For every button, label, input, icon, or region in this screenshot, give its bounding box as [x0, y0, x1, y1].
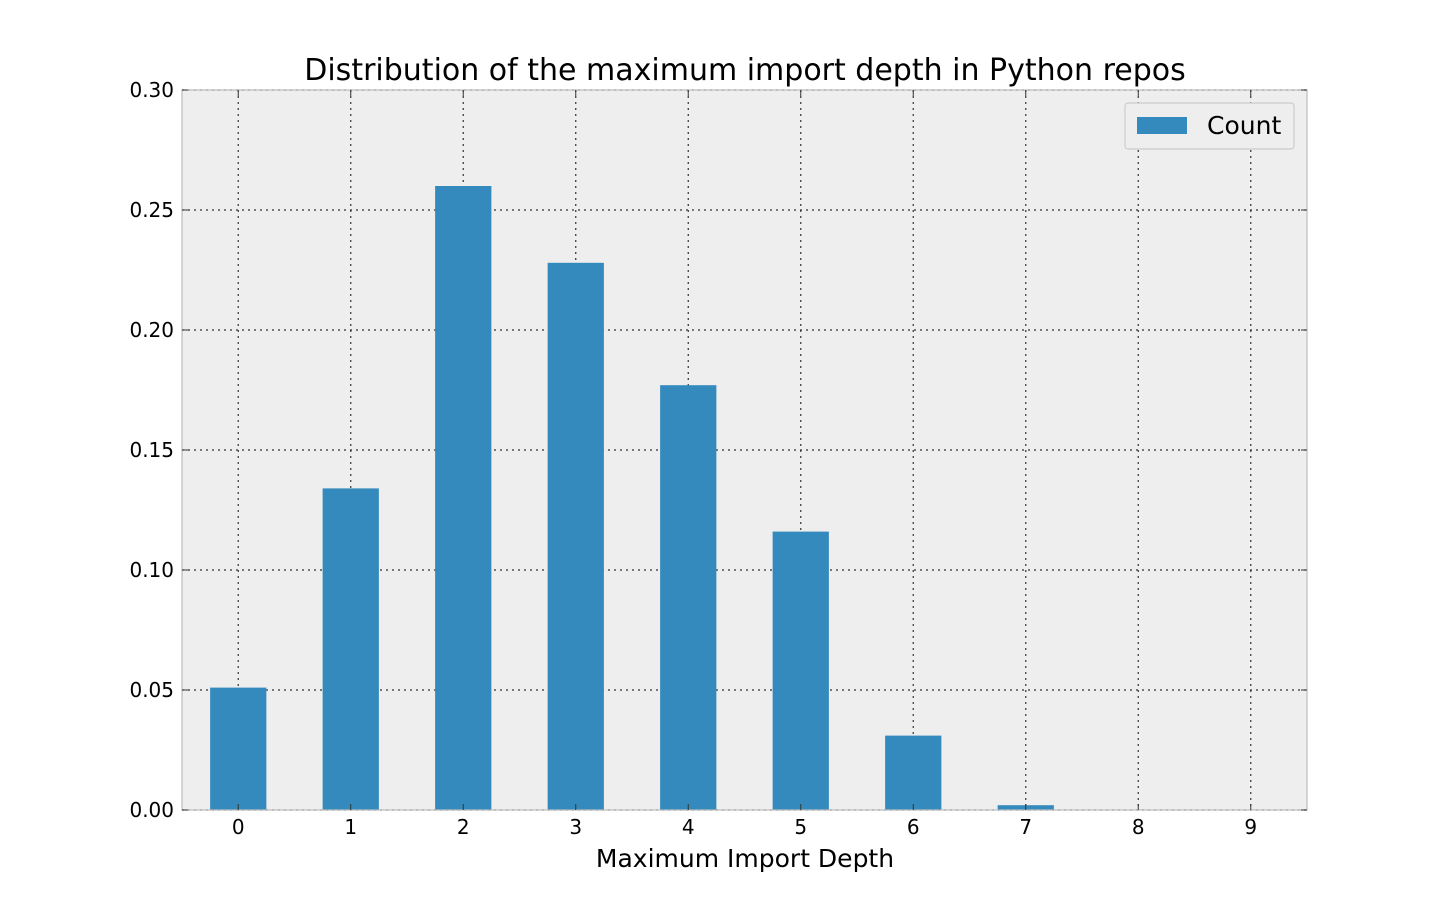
legend: Count [1124, 102, 1295, 150]
x-tick-label: 0 [232, 815, 245, 839]
bar-3 [547, 262, 604, 810]
bar-5 [772, 531, 829, 810]
bar-0 [210, 687, 267, 810]
x-tick-label: 7 [1019, 815, 1032, 839]
x-axis-label: Maximum Import Depth [596, 844, 894, 873]
chart-title: Distribution of the maximum import depth… [304, 53, 1185, 88]
y-tick-label: 0.25 [129, 198, 174, 222]
x-tick-label: 8 [1132, 815, 1145, 839]
y-tick-label: 0.05 [129, 678, 174, 702]
tick-marks [182, 89, 1307, 811]
x-tick-label: 3 [569, 815, 582, 839]
bar-6 [885, 735, 942, 810]
y-tick-label: 0.30 [129, 78, 174, 102]
legend-box [1124, 102, 1295, 150]
x-tick-label: 4 [682, 815, 695, 839]
y-tick-label: 0.15 [129, 438, 174, 462]
x-tick-label: 9 [1244, 815, 1257, 839]
bar-2 [435, 186, 492, 810]
x-tick-label: 5 [794, 815, 807, 839]
legend-label: Count [1207, 111, 1281, 140]
legend-swatch [1137, 117, 1187, 134]
bar-4 [660, 385, 717, 810]
y-tick-label: 0.20 [129, 318, 174, 342]
y-tick-label: 0.10 [129, 558, 174, 582]
x-tick-label: 6 [907, 815, 920, 839]
x-tick-label: 2 [457, 815, 470, 839]
bar-1 [322, 488, 379, 810]
x-tick-label: 1 [344, 815, 357, 839]
y-tick-label: 0.00 [129, 798, 174, 822]
